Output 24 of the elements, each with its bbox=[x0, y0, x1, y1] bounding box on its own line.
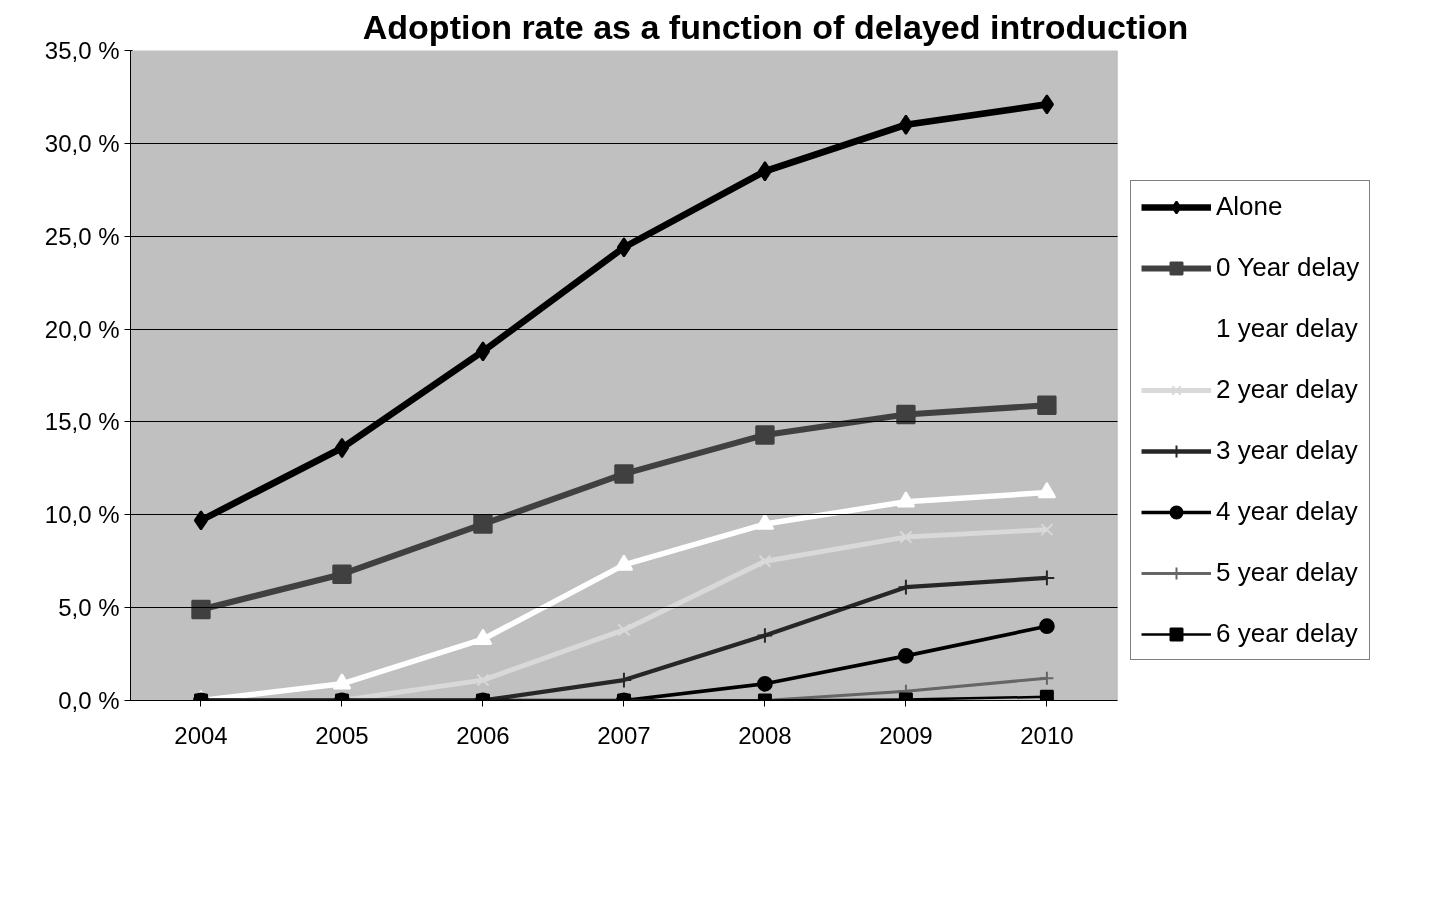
y-tick-label: 5,0 % bbox=[58, 594, 120, 622]
y-tick-label: 0,0 % bbox=[58, 687, 120, 714]
x-tick-label: 2010 bbox=[1020, 721, 1074, 749]
legend-label: 2 year delay bbox=[1216, 374, 1358, 405]
legend-label: Alone bbox=[1216, 191, 1283, 222]
legend-label: 3 year delay bbox=[1216, 435, 1358, 466]
legend-label: 0 Year delay bbox=[1216, 252, 1360, 283]
x-tick-label: 2009 bbox=[879, 721, 933, 749]
y-tick-label: 10,0 % bbox=[44, 501, 120, 529]
legend-label: 5 year delay bbox=[1216, 557, 1358, 588]
y-tick-label: 15,0 % bbox=[44, 408, 120, 436]
y-tick-label: 25,0 % bbox=[44, 222, 120, 250]
legend-label: 4 year delay bbox=[1216, 496, 1358, 527]
x-tick-label: 2004 bbox=[174, 721, 228, 749]
y-tick-label: 35,0 % bbox=[44, 37, 120, 64]
x-tick-label: 2005 bbox=[315, 721, 369, 749]
y-tick-label: 30,0 % bbox=[44, 129, 120, 157]
x-tick-label: 2006 bbox=[456, 721, 510, 749]
chart-title: Adoption rate as a function of delayed introduction bbox=[362, 7, 1189, 46]
x-tick-label: 2007 bbox=[597, 721, 651, 749]
legend-label: 6 year delay bbox=[1216, 618, 1358, 649]
x-tick-label: 2008 bbox=[738, 721, 792, 749]
y-tick-label: 20,0 % bbox=[44, 315, 120, 343]
text: 1 year delay bbox=[1216, 313, 1358, 344]
